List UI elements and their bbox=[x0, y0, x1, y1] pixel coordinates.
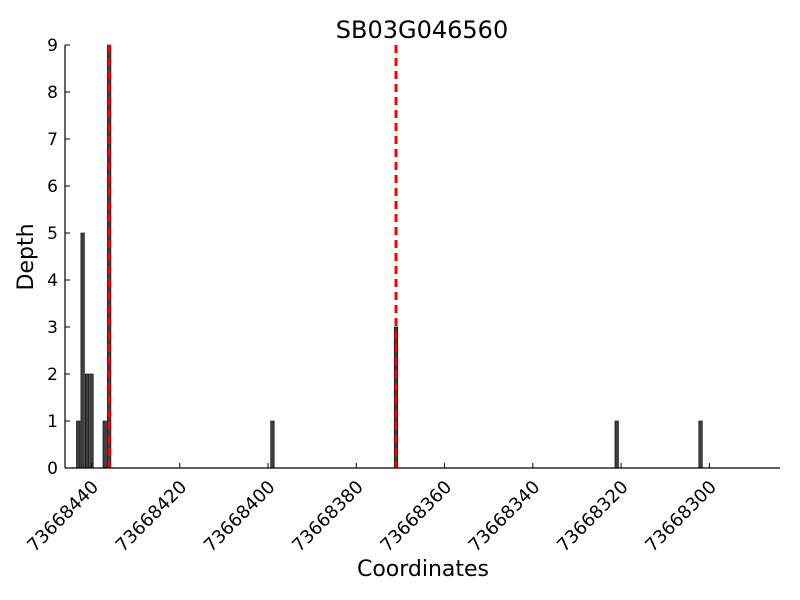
y-tick-label: 0 bbox=[47, 459, 58, 479]
y-axis-label: Depth bbox=[14, 223, 39, 290]
x-axis-label: Coordinates bbox=[357, 557, 489, 582]
depth-bar bbox=[85, 373, 90, 469]
marker-lines-layer bbox=[107, 45, 398, 468]
y-tick-label: 2 bbox=[47, 365, 58, 385]
chart-title: SB03G046560 bbox=[336, 16, 508, 44]
y-tick-label: 1 bbox=[47, 412, 58, 432]
y-tick-label: 9 bbox=[47, 36, 58, 56]
y-ticks-layer: 0 1 2 3 4 5 6 7 8 9 bbox=[47, 36, 70, 479]
axes-layer bbox=[64, 45, 780, 469]
y-tick-label: 6 bbox=[47, 177, 58, 197]
y-tick-label: 4 bbox=[47, 271, 58, 291]
depth-bar bbox=[102, 420, 107, 469]
depth-bar bbox=[698, 420, 703, 469]
y-tick-label: 7 bbox=[47, 130, 58, 150]
depth-bar bbox=[270, 420, 275, 469]
depth-bar bbox=[80, 232, 85, 469]
depth-bar bbox=[89, 373, 94, 469]
y-tick-label: 3 bbox=[47, 318, 58, 338]
y-tick-label: 8 bbox=[47, 83, 58, 103]
y-tick-label: 5 bbox=[47, 224, 58, 244]
depth-bar bbox=[76, 420, 81, 469]
depth-bar bbox=[614, 420, 619, 469]
